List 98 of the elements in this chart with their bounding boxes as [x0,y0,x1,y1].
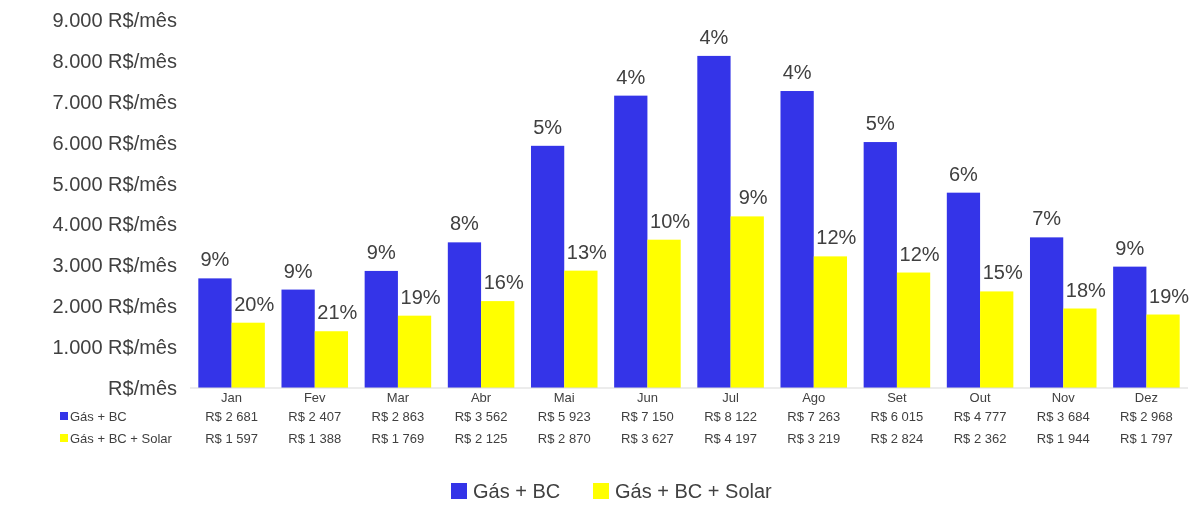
data-label: R$ 8 122 [704,409,757,424]
x-tick-label: Jun [636,390,658,405]
data-label: R$ 2 407 [288,409,342,424]
data-label: R$ 1 597 [205,431,258,446]
y-tick-label: 3.000 R$/mês [52,254,177,277]
annotation: 6% [949,162,979,185]
annotation: 19% [400,285,441,308]
bar [564,270,598,388]
bar [397,315,432,388]
x-tick-label: Mai [553,390,575,405]
data-label: R$ 2 824 [870,431,924,446]
bar [896,272,931,388]
bar [980,291,1014,388]
annotation: 8% [450,212,480,235]
x-tick-label: Jan [221,390,243,405]
annotation: 19% [1149,284,1190,307]
y-tick-label: 7.000 R$/mês [52,90,177,113]
bar [364,270,398,388]
annotation: 7% [1032,207,1062,230]
annotation: 5% [533,115,563,138]
legend-label: Gás + BC [70,409,127,424]
annotation: 9% [283,259,313,282]
x-tick-label: Dez [1134,390,1158,405]
bar [813,256,848,388]
data-label: R$ 2 968 [1120,409,1173,424]
x-tick-label: Mar [386,390,410,405]
annotation: 12% [899,242,940,265]
annotation: 13% [566,240,608,263]
data-label: R$ 3 627 [621,431,674,446]
bar [1029,237,1064,388]
annotation: 10% [650,209,691,232]
bar [1113,266,1147,388]
data-label: R$ 4 197 [704,431,757,446]
y-tick-label: 8.000 R$/mês [52,49,177,72]
data-label: R$ 2 681 [205,409,258,424]
x-tick-label: Ago [802,390,826,405]
data-label: R$ 1 769 [371,431,425,446]
data-label: R$ 3 562 [454,409,508,424]
bar [730,216,764,388]
bar [447,242,482,388]
bar [647,239,681,388]
data-label: R$ 2 870 [537,431,591,446]
y-tick-label: 9.000 R$/mês [52,9,177,31]
x-tick-label: Nov [1051,390,1076,405]
annotation: 20% [234,292,275,315]
annotation: 15% [982,261,1023,284]
data-label: R$ 1 388 [288,431,342,446]
annotation: 9% [738,186,768,209]
annotation: 9% [200,248,230,271]
bar [314,331,349,388]
data-label: R$ 1 944 [1036,431,1090,446]
bar [281,289,315,388]
y-tick-label: 4.000 R$/mês [52,213,177,236]
bar [946,192,981,388]
y-tick-label: 2.000 R$/mês [52,295,177,318]
data-label: R$ 3 684 [1036,409,1090,424]
data-label: R$ 4 777 [953,409,1007,424]
bar [1146,314,1180,388]
annotation: 18% [1065,278,1107,301]
x-tick-label: Set [887,390,908,405]
bar [231,322,265,388]
annotation: 4% [616,65,646,88]
text: Gás + BC [473,480,561,502]
x-tick-label: Jul [722,390,739,405]
data-label: R$ 2 863 [371,409,425,424]
data-label: R$ 5 923 [537,409,591,424]
annotation: 5% [865,112,895,135]
data-label: R$ 1 797 [1120,431,1173,446]
bar [614,95,648,388]
y-tick-label: R$/mês [108,377,177,399]
y-tick-label: 6.000 R$/mês [52,131,177,154]
annotation: 21% [317,301,358,324]
data-label: R$ 3 219 [787,431,841,446]
annotation: 12% [816,226,857,249]
annotation: 4% [782,61,812,84]
data-label: R$ 2 125 [454,431,508,446]
bar [863,142,897,388]
y-tick-label: 5.000 R$/mês [52,172,177,195]
x-tick-label: Abr [470,390,492,405]
data-label: R$ 6 015 [870,409,924,424]
bar [198,278,232,388]
bar [1063,308,1097,388]
annotation: 9% [366,240,396,263]
x-tick-label: Fev [303,390,327,405]
data-label: R$ 7 150 [621,409,674,424]
text: Gás + BC + Solar [615,480,772,502]
annotation: 16% [483,271,524,294]
bar [780,91,814,388]
data-label: R$ 2 362 [953,431,1007,446]
legend-label: Gás + BC + Solar [70,431,173,446]
x-tick-label: Out [969,390,991,405]
y-tick-label: 1.000 R$/mês [52,336,177,359]
annotation: 9% [1115,236,1145,259]
bar [481,301,515,388]
data-label: R$ 7 263 [787,409,841,424]
annotation: 4% [699,25,729,48]
bar [530,145,565,388]
bar [697,55,731,388]
